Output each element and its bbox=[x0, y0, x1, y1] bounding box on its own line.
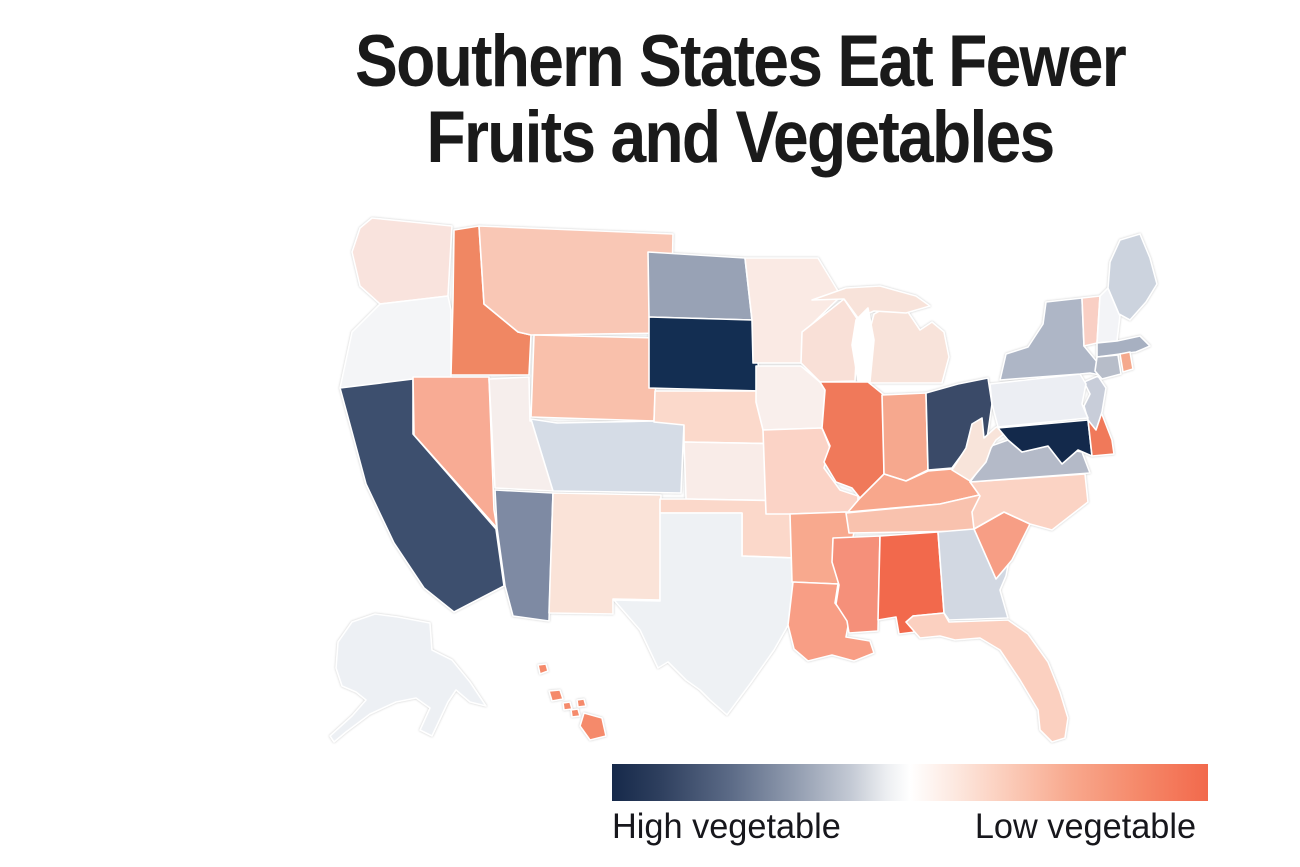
state-fl bbox=[905, 612, 1069, 743]
state-mt bbox=[478, 225, 674, 336]
state-ri bbox=[1119, 351, 1134, 373]
state-tx bbox=[613, 512, 796, 716]
state-la bbox=[787, 581, 875, 662]
state-wa bbox=[351, 217, 453, 305]
state-mi-upper-peninsula bbox=[811, 285, 931, 319]
state-az bbox=[494, 489, 554, 622]
legend-label-high-vegetable: High vegetable bbox=[612, 807, 841, 846]
state-nh bbox=[1096, 287, 1121, 344]
chart-title-line1: Southern States Eat Fewer bbox=[355, 21, 1127, 102]
state-hi bbox=[537, 663, 607, 741]
state-sd bbox=[648, 316, 764, 392]
state-in bbox=[881, 392, 929, 482]
state-co bbox=[530, 418, 685, 494]
legend-label-low-vegetable: Low vegetable bbox=[974, 807, 1197, 846]
state-or bbox=[339, 295, 452, 391]
chart-title: Southern States Eat Fewer Fruits and Veg… bbox=[309, 24, 1171, 176]
state-nm bbox=[548, 492, 662, 615]
state-me bbox=[1107, 233, 1158, 321]
color-legend: High vegetable Low vegetable bbox=[612, 764, 1208, 847]
state-nj bbox=[1083, 375, 1107, 431]
chart-title-line2: Fruits and Vegetables bbox=[426, 97, 1055, 178]
state-pa bbox=[989, 373, 1089, 428]
lake-michigan bbox=[851, 307, 875, 382]
state-nc bbox=[969, 473, 1089, 531]
state-nv bbox=[412, 376, 498, 529]
legend-gradient-bar bbox=[612, 764, 1208, 801]
state-nd bbox=[647, 251, 753, 321]
state-mi bbox=[865, 304, 950, 384]
state-ct bbox=[1094, 354, 1122, 380]
state-wy bbox=[530, 334, 659, 422]
state-ak bbox=[329, 613, 487, 743]
